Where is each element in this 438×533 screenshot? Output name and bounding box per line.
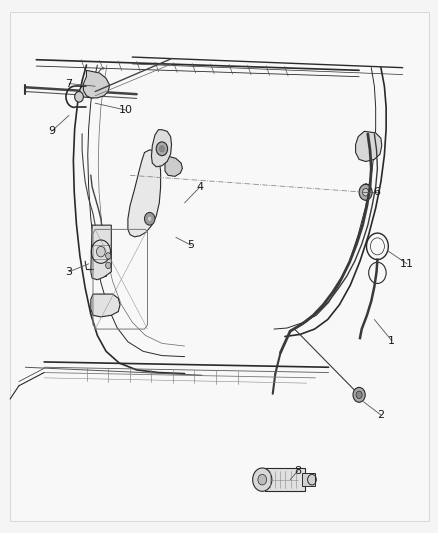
Circle shape <box>257 474 266 485</box>
Text: 6: 6 <box>372 187 379 197</box>
Text: 1: 1 <box>388 336 394 346</box>
Polygon shape <box>91 225 111 280</box>
Polygon shape <box>165 156 182 176</box>
Polygon shape <box>80 86 95 98</box>
Text: 5: 5 <box>187 240 194 251</box>
Text: 8: 8 <box>294 466 301 475</box>
Text: 11: 11 <box>399 259 413 269</box>
FancyBboxPatch shape <box>92 263 106 276</box>
Text: 10: 10 <box>118 105 132 115</box>
Circle shape <box>362 189 368 196</box>
Text: 2: 2 <box>377 410 384 420</box>
Circle shape <box>156 142 167 156</box>
Polygon shape <box>355 131 381 161</box>
Circle shape <box>106 262 111 269</box>
Circle shape <box>144 213 155 225</box>
Circle shape <box>159 146 164 152</box>
Circle shape <box>147 216 152 221</box>
Circle shape <box>352 387 364 402</box>
FancyBboxPatch shape <box>10 12 428 521</box>
Circle shape <box>252 468 271 491</box>
Circle shape <box>74 92 83 102</box>
Text: 4: 4 <box>196 182 203 192</box>
Circle shape <box>358 184 371 200</box>
Polygon shape <box>91 294 120 317</box>
Circle shape <box>96 246 105 257</box>
Text: 9: 9 <box>48 126 55 136</box>
Text: 3: 3 <box>65 267 72 277</box>
Circle shape <box>355 391 361 399</box>
Text: 7: 7 <box>65 78 72 88</box>
FancyBboxPatch shape <box>264 468 304 491</box>
FancyBboxPatch shape <box>302 473 314 486</box>
Polygon shape <box>127 150 160 237</box>
Polygon shape <box>151 130 171 167</box>
Polygon shape <box>83 70 110 98</box>
Circle shape <box>106 253 111 259</box>
